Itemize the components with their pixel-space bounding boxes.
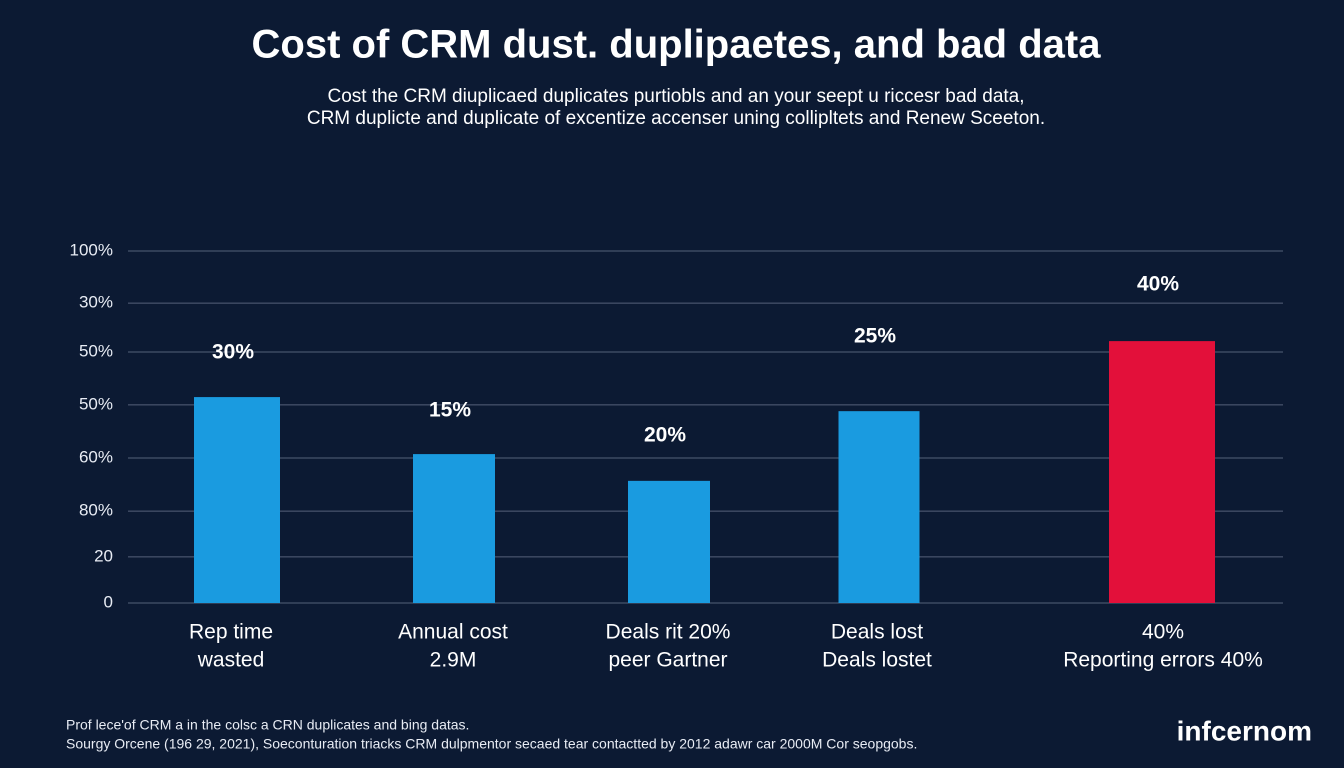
y-tick-label: 60% (79, 447, 113, 466)
y-tick-label: 100% (70, 240, 113, 259)
x-tick-label: 40% (1142, 621, 1184, 644)
x-tick-label: 2.9M (430, 649, 477, 672)
y-tick-label: 20 (94, 546, 113, 565)
bar (413, 454, 495, 603)
footnote: Sourgy Orcene (196 29, 2021), Soecontura… (66, 736, 917, 752)
x-tick-label: Deals lost (831, 621, 923, 644)
y-tick-label: 50% (79, 394, 113, 413)
chart-subtitle: CRM duplicte and duplicate of excentize … (307, 108, 1045, 129)
bar (1109, 341, 1215, 603)
chart-title: Cost of CRM dust. duplipaetes, and bad d… (252, 23, 1102, 67)
annotation: 25% (854, 325, 896, 348)
annotation: 40% (1137, 273, 1179, 296)
annotation: 20% (644, 424, 686, 447)
annotation: 15% (429, 399, 471, 422)
x-tick-label: Rep time (189, 621, 273, 644)
footnote: Prof lece'of CRM a in the colsc a CRN du… (66, 717, 469, 733)
x-tick-label: wasted (197, 649, 265, 672)
bar (194, 397, 280, 603)
brand-logo: infcernom (1177, 715, 1312, 746)
chart-subtitle: Cost the CRM diuplicaed duplicates purti… (327, 86, 1024, 107)
x-tick-label: Annual cost (398, 621, 508, 644)
y-tick-label: 80% (79, 501, 113, 520)
bar (628, 480, 710, 603)
x-tick-label: Reporting errors 40% (1063, 649, 1263, 672)
y-tick-label: 0 (104, 592, 113, 611)
y-tick-label: 30% (79, 293, 113, 312)
x-tick-label: Deals lostet (822, 649, 932, 672)
x-tick-label: peer Gartner (608, 649, 727, 672)
bar (838, 411, 920, 603)
x-tick-label: Deals rit 20% (606, 621, 731, 644)
y-tick-label: 50% (79, 342, 113, 361)
annotation: 30% (212, 341, 254, 364)
